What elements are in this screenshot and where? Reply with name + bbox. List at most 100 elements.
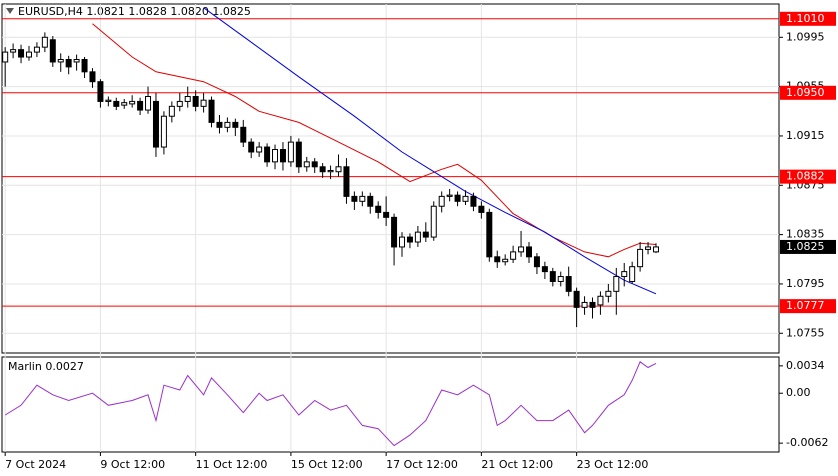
candle-body xyxy=(422,231,429,238)
candle-body xyxy=(319,166,326,173)
candle-body xyxy=(232,121,239,128)
candle-body xyxy=(621,271,628,278)
y-tick-label: 1.0795 xyxy=(786,277,825,290)
candle-body xyxy=(49,39,56,63)
candle-body xyxy=(557,276,564,282)
candle-body xyxy=(216,121,223,128)
candle-body xyxy=(494,256,501,263)
candle-body xyxy=(502,258,509,263)
level-label: 1.1010 xyxy=(786,12,825,25)
oscillator-title: Marlin 0.0027 xyxy=(8,360,84,373)
candle-body xyxy=(248,141,255,153)
candle-body xyxy=(391,216,398,248)
candle-body xyxy=(533,256,540,268)
candle-body xyxy=(184,95,191,102)
candle-body xyxy=(97,81,104,102)
candle-body xyxy=(272,149,279,163)
oscillator-line xyxy=(4,361,657,447)
y-tick-label: 1.0915 xyxy=(786,129,825,142)
level-label: 1.0777 xyxy=(786,299,825,312)
candle-body xyxy=(589,301,596,308)
candle-body xyxy=(525,246,532,258)
candle-body xyxy=(367,195,374,207)
candle-body xyxy=(343,166,350,197)
symbol-icon xyxy=(6,8,14,14)
y-tick-label: 0.00 xyxy=(786,386,811,399)
candle-body xyxy=(10,49,17,53)
candle-body xyxy=(597,295,604,306)
candle-body xyxy=(335,166,342,173)
candle-body xyxy=(581,301,588,308)
level-label-box xyxy=(780,11,836,26)
candle-body xyxy=(637,248,644,268)
candle-body xyxy=(510,251,517,260)
candle-body xyxy=(129,100,136,105)
y-tick-label: -0.0062 xyxy=(786,436,828,449)
main-panel xyxy=(1,3,780,354)
x-tick-label: 7 Oct 2024 xyxy=(5,458,66,471)
candle-body xyxy=(383,211,390,218)
candle-body xyxy=(105,99,112,102)
y-tick-label: 1.0835 xyxy=(786,228,825,241)
candle-body xyxy=(81,58,88,73)
candle-body xyxy=(33,46,40,53)
candle-body xyxy=(18,49,25,58)
moving-average xyxy=(92,23,657,258)
candle-body xyxy=(327,169,334,173)
chart-title: EURUSD,H4 1.0821 1.0828 1.0820 1.0825 xyxy=(18,5,251,18)
x-tick-label: 17 Oct 12:00 xyxy=(386,458,458,471)
candle-body xyxy=(208,99,215,123)
candle-body xyxy=(256,146,263,153)
candle-body xyxy=(41,36,48,48)
candle-body xyxy=(57,58,64,63)
candle-body xyxy=(565,276,572,292)
candle-body xyxy=(645,246,652,250)
candle-body xyxy=(73,58,80,63)
candle-body xyxy=(462,195,469,202)
moving-average xyxy=(203,7,657,295)
candle-body xyxy=(224,121,231,128)
candle-body xyxy=(113,100,120,107)
x-tick-label: 21 Oct 12:00 xyxy=(481,458,553,471)
candle-body xyxy=(430,205,437,238)
candle-body xyxy=(160,115,167,148)
candle-body xyxy=(279,149,286,163)
y-tick-label: 1.0995 xyxy=(786,30,825,43)
candle-body xyxy=(406,236,413,243)
x-tick-label: 9 Oct 12:00 xyxy=(100,458,165,471)
level-label-box xyxy=(780,169,836,184)
candle-body xyxy=(264,146,271,163)
candle-body xyxy=(399,236,406,248)
candle-body xyxy=(541,266,548,273)
price-box xyxy=(780,239,836,254)
candle-body xyxy=(486,211,493,258)
level-label-box xyxy=(780,85,836,100)
candle-body xyxy=(240,126,247,143)
level-label: 1.0950 xyxy=(786,86,825,99)
candle-body xyxy=(605,290,612,297)
candle-body xyxy=(303,161,310,168)
candle-body xyxy=(176,100,183,107)
candle-body xyxy=(629,266,636,282)
candle-body xyxy=(478,205,485,213)
candle-body xyxy=(573,290,580,308)
x-tick-label: 15 Oct 12:00 xyxy=(291,458,363,471)
candle-body xyxy=(25,51,32,58)
candle-body xyxy=(65,58,72,68)
candle-body xyxy=(89,71,96,83)
candle-body xyxy=(137,100,144,111)
x-tick-label: 11 Oct 12:00 xyxy=(196,458,268,471)
candle-body xyxy=(375,205,382,213)
candle-body xyxy=(446,194,453,197)
candle-body xyxy=(652,246,659,253)
candle-body xyxy=(613,276,620,292)
candle-body xyxy=(295,141,302,168)
price-label: 1.0825 xyxy=(786,240,825,253)
candle-body xyxy=(287,141,294,163)
candle-body xyxy=(359,195,366,202)
candle-body xyxy=(145,95,152,111)
candle-body xyxy=(2,51,9,63)
candle-body xyxy=(414,231,421,243)
y-tick-label: 0.0034 xyxy=(786,359,825,372)
